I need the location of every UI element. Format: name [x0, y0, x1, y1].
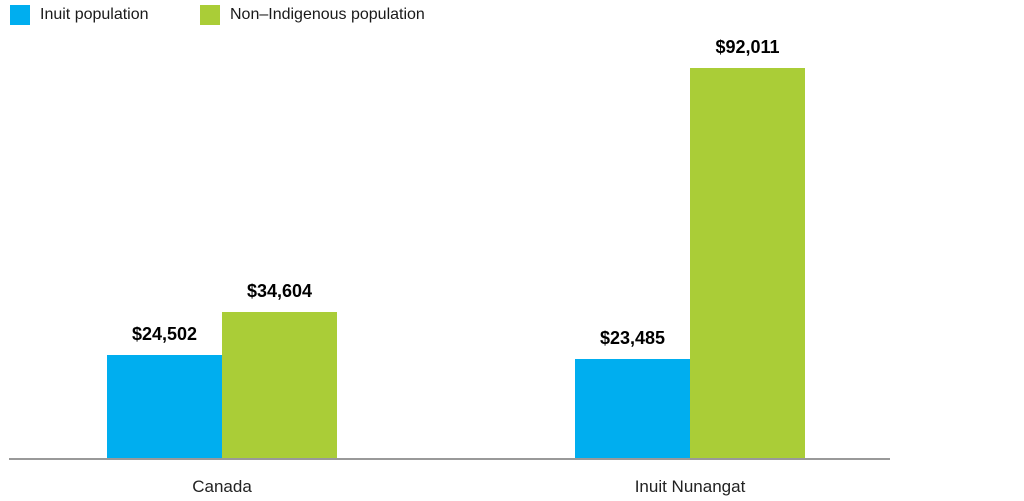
bar-non-indigenous-canada [222, 312, 337, 459]
bar-value-label: $23,485 [599, 328, 666, 348]
x-axis-line [9, 458, 890, 460]
bar-value-label: $34,604 [246, 281, 313, 301]
legend-item-inuit-population: Inuit population [10, 5, 149, 25]
category-label-canada: Canada [192, 477, 252, 496]
bar-inuit-inuit-nunangat [575, 359, 690, 459]
legend-label: Inuit population [40, 6, 149, 23]
bar-inuit-canada [107, 355, 222, 459]
legend-label: Non–Indigenous population [230, 6, 425, 23]
bar-value-label: $24,502 [131, 324, 198, 344]
bar-non-indigenous-inuit-nunangat [690, 68, 805, 459]
legend-item-non-indigenous-population: Non–Indigenous population [200, 5, 425, 25]
legend-swatch-non-indigenous-population [200, 5, 220, 25]
category-label-inuit-nunangat: Inuit Nunangat [634, 477, 746, 496]
bar-value-label: $92,011 [715, 37, 780, 57]
legend-swatch-inuit-population [10, 5, 30, 25]
